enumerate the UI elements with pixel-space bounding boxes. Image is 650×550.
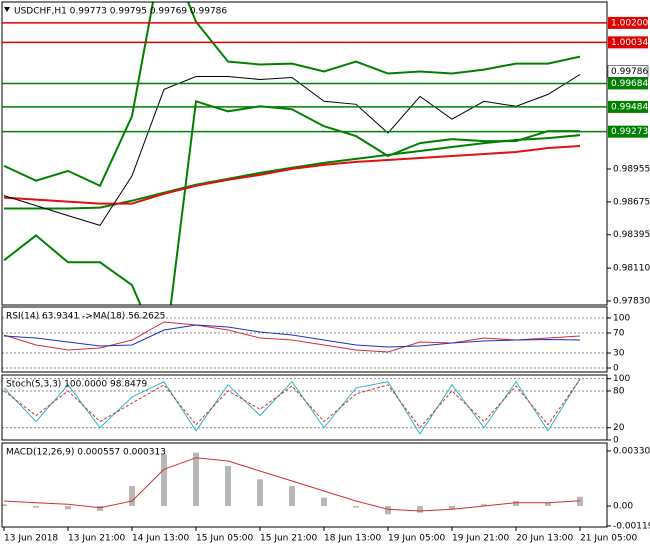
y-tick-label: 100 bbox=[613, 314, 630, 324]
level-tag bbox=[608, 36, 648, 49]
x-tick-label: 20 Jun 13:00 bbox=[516, 534, 573, 544]
histogram-bar bbox=[449, 506, 455, 510]
x-tick-label: 18 Jun 13:00 bbox=[324, 534, 381, 544]
y-tick-label: 0.98955 bbox=[613, 164, 650, 174]
x-tick-label: 13 Jun 21:00 bbox=[68, 534, 125, 544]
price-tag bbox=[607, 65, 649, 78]
y-tick-label: 0.98675 bbox=[613, 197, 650, 207]
plot-area bbox=[2, 452, 583, 515]
y-tick-label: 80 bbox=[613, 386, 625, 396]
level-tag bbox=[608, 16, 648, 29]
y-tick-label: 0.98110 bbox=[613, 264, 650, 274]
histogram-bar bbox=[321, 497, 327, 506]
x-tick-label: 15 Jun 05:00 bbox=[196, 534, 253, 544]
series-line bbox=[3, 145, 581, 205]
panel-frame bbox=[1, 1, 608, 306]
histogram-bar bbox=[97, 506, 103, 511]
y-tick-label: 0.97830 bbox=[613, 297, 650, 307]
plot-area bbox=[3, 2, 581, 305]
histogram-bar bbox=[481, 504, 487, 506]
y-tick-label: 100 bbox=[613, 374, 630, 384]
series-line bbox=[3, 74, 581, 226]
y-tick-label: 0.98395 bbox=[613, 230, 650, 240]
x-tick-label: 15 Jun 21:00 bbox=[260, 534, 317, 544]
y-tick-label: 0 bbox=[613, 436, 619, 446]
level-tag bbox=[608, 100, 648, 113]
series-line bbox=[3, 321, 581, 353]
y-tick-label: -0.001196 bbox=[613, 521, 650, 531]
x-tick-label: 21 Jun 05:00 bbox=[580, 534, 637, 544]
price-label: 0.99786 bbox=[611, 67, 648, 77]
panel-title: USDCHF,H1 0.99773 0.99795 0.99769 0.9978… bbox=[14, 7, 227, 17]
panel-frame bbox=[1, 374, 608, 441]
series-line bbox=[3, 324, 581, 348]
histogram-bar bbox=[65, 506, 71, 510]
level-tag bbox=[608, 125, 648, 138]
panel-title: MACD(12,26,9) 0.000557 0.000313 bbox=[6, 448, 166, 458]
histogram-bar bbox=[577, 496, 583, 506]
level-label: 0.99273 bbox=[611, 127, 648, 137]
level-tag bbox=[608, 77, 648, 90]
series-line bbox=[3, 2, 581, 188]
histogram-bar bbox=[129, 486, 135, 506]
y-tick-label: 30 bbox=[613, 349, 625, 359]
series-line bbox=[3, 99, 580, 305]
y-tick-label: 20 bbox=[613, 423, 625, 433]
panel-title: Stoch(5,3,3) 100.0000 98.8479 bbox=[6, 380, 147, 390]
panel-frame bbox=[1, 442, 608, 528]
y-tick-label: 0 bbox=[613, 364, 619, 374]
histogram-bar bbox=[193, 452, 199, 506]
y-tick-label: 70 bbox=[613, 329, 625, 339]
histogram-bar bbox=[289, 486, 295, 506]
menu-arrow bbox=[4, 7, 10, 12]
series-line bbox=[3, 457, 581, 512]
level-label: 1.00200 bbox=[611, 18, 648, 28]
y-tick-label: 0.00 bbox=[613, 502, 633, 512]
plot-area bbox=[2, 317, 607, 369]
panel-title: RSI(14) 63.9341 ->MA(18) 56.2625 bbox=[6, 312, 165, 322]
x-tick-label: 19 Jun 05:00 bbox=[388, 534, 445, 544]
x-tick-label: 19 Jun 21:00 bbox=[452, 534, 509, 544]
plot-area bbox=[2, 378, 607, 440]
series-line bbox=[4, 134, 581, 210]
histogram-bar bbox=[33, 506, 39, 508]
histogram-bar bbox=[385, 506, 391, 515]
histogram-bar bbox=[161, 454, 167, 506]
series-line bbox=[3, 378, 581, 435]
histogram-bar bbox=[417, 506, 423, 513]
x-tick-label: 13 Jun 2018 bbox=[4, 534, 58, 544]
level-label: 0.99484 bbox=[611, 102, 648, 112]
histogram-bar bbox=[353, 506, 359, 508]
histogram-bar bbox=[545, 502, 551, 506]
y-tick-label: 0.003301 bbox=[613, 446, 650, 456]
series-line bbox=[3, 379, 581, 429]
level-label: 0.99684 bbox=[611, 79, 648, 89]
x-tick-label: 14 Jun 13:00 bbox=[132, 534, 189, 544]
histogram-bar bbox=[257, 479, 263, 506]
level-label: 1.00034 bbox=[611, 38, 648, 48]
histogram-bar bbox=[513, 501, 519, 506]
histogram-bar bbox=[2, 504, 7, 506]
panel-frame bbox=[1, 306, 608, 373]
histogram-bar bbox=[225, 466, 231, 506]
